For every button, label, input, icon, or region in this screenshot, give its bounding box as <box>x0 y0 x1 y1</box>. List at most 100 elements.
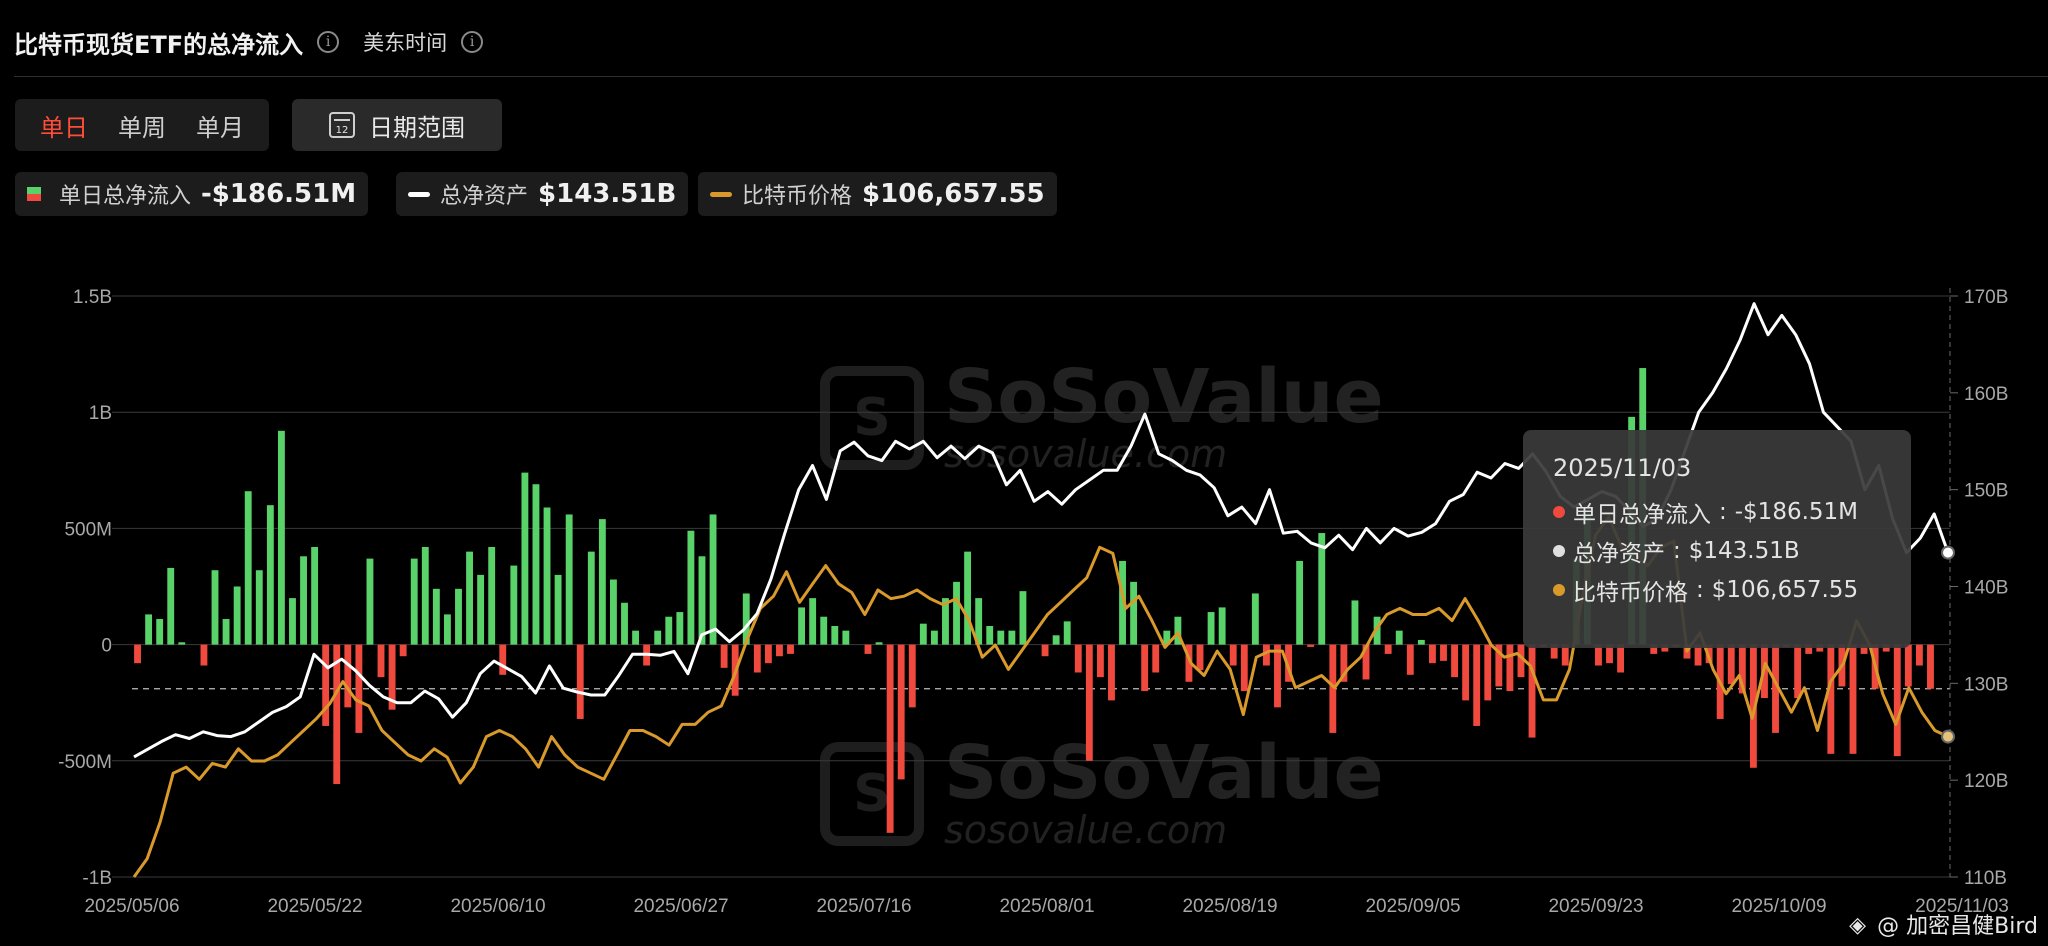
inflow-bar <box>145 614 153 645</box>
inflow-bar <box>621 602 628 645</box>
legend-daily-flow[interactable]: 单日总净流入 -$186.51M <box>15 172 369 216</box>
timezone-label: 美东时间 <box>363 31 448 55</box>
y-left-tick-label: 1B <box>89 403 112 424</box>
line-icon <box>710 191 732 197</box>
inflow-bar <box>1506 644 1514 692</box>
inflow-bar <box>1827 644 1835 754</box>
y-right-tick-label: 130B <box>1964 674 2008 695</box>
tooltip: 2025/11/03 单日总净流入: -$186.51M 总净资产: $143.… <box>1523 430 1911 648</box>
inflow-bar <box>919 623 927 645</box>
inflow-bar <box>233 586 241 645</box>
x-tick-label: 2025/08/01 <box>999 896 1094 917</box>
inflow-bar <box>355 644 363 733</box>
credit: ◈ @ 加密昌健Bird <box>1849 908 2038 940</box>
inflow-bar <box>576 644 584 719</box>
inflow-bar <box>1163 630 1171 645</box>
y-right-tick-label: 150B <box>1964 481 2008 502</box>
inflow-bar <box>1207 612 1215 645</box>
inflow-bar <box>1351 600 1359 645</box>
inflow-bar <box>1451 644 1458 678</box>
legend-value: -$186.51M <box>201 179 357 209</box>
legend-value: $143.51B <box>538 179 677 209</box>
inflow-bar <box>211 570 219 645</box>
inflow-bar <box>1340 644 1348 682</box>
tab-monthly[interactable]: 单月 <box>196 113 244 142</box>
inflow-bar <box>1196 644 1204 671</box>
timezone-info-icon[interactable]: i <box>461 31 484 53</box>
inflow-bar <box>709 514 717 645</box>
inflow-bar <box>1816 644 1824 652</box>
inflow-bar <box>1893 644 1901 757</box>
inflow-bar <box>1606 644 1613 664</box>
inflow-bar <box>809 598 817 645</box>
inflow-bar <box>421 546 429 645</box>
inflow-bar <box>1595 644 1602 666</box>
inflow-bar <box>156 619 164 645</box>
legend-net-assets[interactable]: 总净资产 $143.51B <box>396 172 689 216</box>
legend-label: 单日总净流入 <box>59 184 192 209</box>
inflow-bar <box>1240 644 1248 692</box>
inflow-bar <box>410 558 418 645</box>
credit-text: @ 加密昌健Bird <box>1877 914 2038 939</box>
x-tick-label: 2025/09/05 <box>1365 896 1460 917</box>
inflow-bar <box>1650 644 1658 654</box>
dot-icon <box>1553 505 1565 518</box>
inflow-bar <box>1185 644 1193 682</box>
watermark-brand: SoSoValue <box>944 354 1384 440</box>
inflow-bar <box>311 546 319 645</box>
inflow-bar <box>820 616 828 645</box>
inflow-bar <box>1041 644 1049 657</box>
inflow-bar <box>1229 644 1237 666</box>
inflow-bar <box>1096 644 1104 678</box>
inflow-bar <box>1085 644 1093 761</box>
inflow-bar <box>897 644 905 780</box>
tab-weekly[interactable]: 单周 <box>118 113 166 142</box>
inflow-bar <box>964 551 972 645</box>
inflow-bar <box>200 644 208 666</box>
tab-daily[interactable]: 单日 <box>40 113 88 142</box>
inflow-bar <box>1927 644 1934 689</box>
tooltip-value: $106,657.55 <box>1711 576 1859 603</box>
date-range-button[interactable]: 12 日期范围 <box>292 99 502 151</box>
inflow-bar <box>1495 644 1503 687</box>
header: 比特币现货ETF的总净流入 i 美东时间 i <box>14 22 484 62</box>
inflow-bar <box>1738 644 1746 694</box>
inflow-bar <box>720 644 728 668</box>
info-icon[interactable]: i <box>317 31 340 53</box>
y-right-tick-label: 170B <box>1964 287 2008 308</box>
inflow-bar <box>1262 644 1270 666</box>
calendar-icon: 12 <box>329 112 355 138</box>
inflow-bar <box>975 598 983 645</box>
tooltip-date: 2025/11/03 <box>1553 454 1692 482</box>
inflow-bar <box>554 574 562 645</box>
bar-icon <box>27 187 41 201</box>
inflow-bar <box>510 565 518 645</box>
watermark: S SoSoValue sosovalue.com <box>820 360 1384 476</box>
inflow-bar <box>1772 644 1779 733</box>
net-assets-point <box>1941 545 1955 560</box>
inflow-bar <box>399 644 407 657</box>
inflow-bar <box>864 644 872 654</box>
inflow-bar <box>521 472 529 645</box>
inflow-bar <box>565 514 573 645</box>
inflow-bar <box>178 642 186 645</box>
y-left-tick-label: 0 <box>101 636 112 657</box>
inflow-bar <box>1152 644 1160 673</box>
y-right-tick-label: 140B <box>1964 578 2008 599</box>
x-tick-label: 2025/05/22 <box>267 896 362 917</box>
tooltip-row-assets: 总净资产: $143.51B <box>1553 531 1881 570</box>
inflow-bar <box>432 588 440 645</box>
x-tick-label: 2025/06/10 <box>450 896 545 917</box>
tooltip-label: 单日总净流入 <box>1573 501 1711 528</box>
inflow-bar <box>333 644 341 785</box>
legend-btc-price[interactable]: 比特币价格 $106,657.55 <box>698 172 1057 216</box>
tooltip-row-price: 比特币价格: $106,657.55 <box>1553 570 1881 609</box>
inflow-bar <box>1108 644 1115 701</box>
x-tick-label: 2025/10/09 <box>1731 896 1826 917</box>
inflow-bar <box>753 644 761 673</box>
header-divider <box>14 76 2048 77</box>
inflow-bar <box>930 630 938 645</box>
y-right-tick-label: 110B <box>1964 868 2007 889</box>
inflow-bar <box>1805 644 1813 654</box>
